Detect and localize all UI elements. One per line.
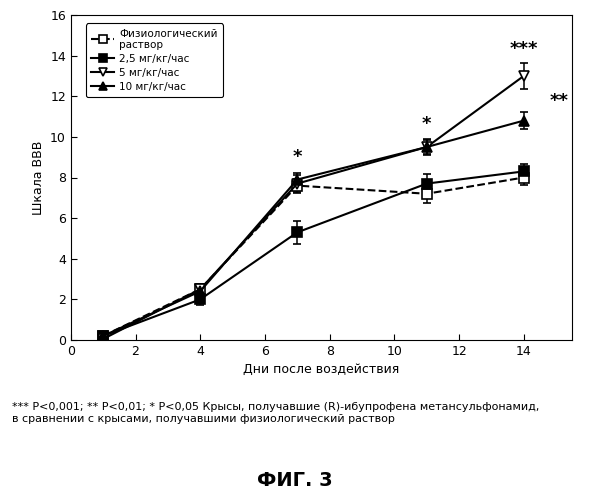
Y-axis label: Шкала ВВВ: Шкала ВВВ	[31, 140, 44, 214]
Text: *** P<0,001; ** P<0,01; * P<0,05 Крысы, получавшие (R)-ибупрофена метансульфонам: *** P<0,001; ** P<0,01; * P<0,05 Крысы, …	[12, 402, 539, 424]
Legend: Физиологический
раствор, 2,5 мг/кг/час, 5 мг/кг/час, 10 мг/кг/час: Физиологический раствор, 2,5 мг/кг/час, …	[86, 24, 223, 97]
Text: ФИГ. 3: ФИГ. 3	[257, 471, 333, 490]
Text: ***: ***	[510, 40, 538, 58]
Text: **: **	[550, 92, 569, 110]
X-axis label: Дни после воздействия: Дни после воздействия	[244, 364, 399, 376]
Text: *: *	[422, 115, 431, 133]
Text: *: *	[293, 148, 302, 166]
